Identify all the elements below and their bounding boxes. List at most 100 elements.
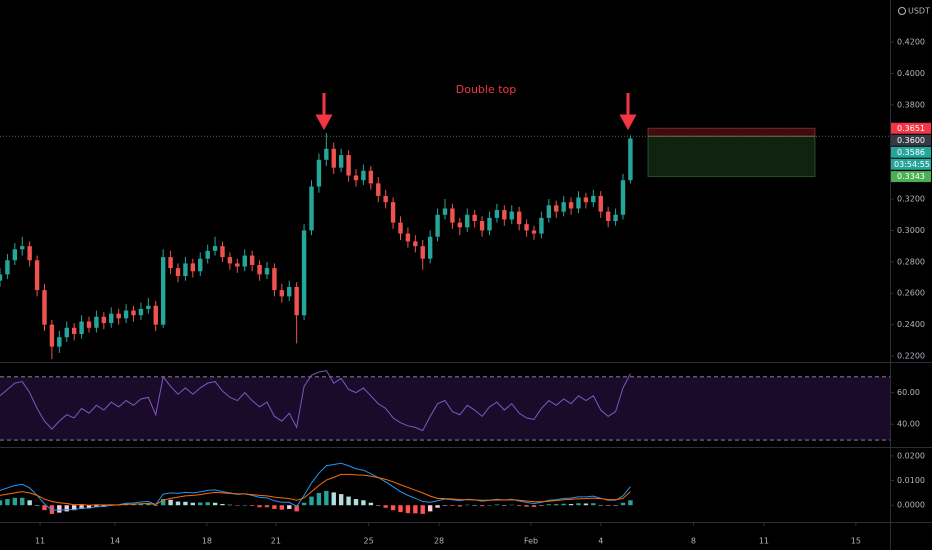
candle-body: [435, 214, 440, 237]
rsi-band: [0, 376, 890, 441]
candle-body: [190, 263, 196, 272]
candle-body: [94, 316, 99, 328]
macd-histogram-bar: [413, 505, 418, 514]
candle-body: [175, 268, 181, 276]
macd-histogram-bar: [42, 505, 47, 511]
candle-body: [450, 208, 455, 223]
candle-body: [331, 148, 336, 168]
macd-histogram-bar: [153, 505, 158, 506]
candle-body: [0, 274, 3, 281]
candle-body: [79, 321, 84, 335]
candle-body: [442, 208, 448, 215]
macd-histogram-bar: [235, 505, 240, 506]
candle-body: [509, 211, 514, 220]
candle-body: [487, 217, 492, 231]
y-tick-label: 0.0200: [897, 451, 925, 460]
macd-histogram-bar: [546, 504, 552, 506]
y-tick-label: 0.2400: [897, 320, 925, 329]
candle-body: [494, 210, 500, 218]
macd-histogram-bar: [479, 505, 485, 507]
y-tick-label: 0.3200: [897, 195, 925, 204]
price-tag-label: 0.3343: [897, 172, 925, 181]
y-tick-label: 0.0100: [897, 476, 925, 485]
candle-body: [583, 197, 589, 203]
y-tick-label: 0.3800: [897, 100, 925, 109]
macd-histogram-bar: [138, 503, 144, 506]
y-tick-label: 60.00: [897, 388, 920, 397]
candle-body: [146, 305, 151, 309]
macd-histogram-bar: [591, 503, 596, 506]
macd-histogram-bar: [146, 503, 151, 506]
candle-body: [57, 337, 62, 347]
candle-body: [539, 217, 544, 234]
candle-body: [524, 224, 529, 231]
candle-body: [264, 268, 270, 275]
countdown-tag: [891, 158, 931, 170]
signal-line: [0, 473, 631, 506]
macd-histogram-bar: [168, 499, 173, 506]
macd-histogram-bar: [361, 500, 366, 506]
candle-body: [420, 246, 425, 259]
candle-body: [427, 236, 433, 259]
candle-body: [86, 321, 92, 328]
price-tag: [891, 134, 931, 146]
candle-body: [620, 180, 626, 215]
macd-histogram-bar: [86, 505, 92, 509]
candle-body: [272, 268, 277, 291]
currency[interactable]: USDT: [908, 7, 930, 16]
candle-body: [546, 205, 552, 218]
candle-body: [628, 138, 633, 181]
macd-histogram-bar: [316, 492, 322, 506]
macd-histogram-bar: [27, 500, 32, 506]
y-tick-label: 0.2200: [897, 352, 925, 361]
x-tick-label: 11: [759, 537, 769, 546]
macd-histogram-bar: [465, 504, 470, 506]
candle-body: [316, 159, 322, 187]
x-tick-label: 25: [364, 537, 374, 546]
candle-body: [472, 214, 477, 222]
macd-histogram-bar: [502, 505, 507, 506]
macd-line: [0, 462, 631, 511]
candle-body: [613, 214, 618, 222]
candle-body: [205, 250, 210, 259]
x-tick-label: Feb: [524, 537, 538, 546]
macd-histogram-bar: [249, 505, 255, 506]
x-tick-label: 18: [202, 537, 212, 546]
candle-body: [376, 183, 381, 196]
macd-histogram-bar: [205, 502, 210, 506]
x-tick-label: 11: [35, 537, 45, 546]
macd-histogram-bar: [613, 505, 618, 506]
currency-icon: [898, 7, 906, 15]
candle-body: [346, 155, 351, 176]
candle-body: [160, 257, 166, 325]
macd-histogram-bar: [539, 505, 544, 506]
annotation: Double top: [456, 83, 517, 96]
candle-body: [301, 230, 307, 316]
candle-body: [413, 241, 418, 247]
candle-body: [568, 202, 574, 209]
macd-histogram-bar: [279, 505, 285, 510]
candle-body: [123, 310, 129, 319]
macd-histogram-bar: [198, 502, 203, 506]
macd-histogram-bar: [175, 501, 181, 506]
macd-histogram-bar: [34, 505, 40, 506]
candle-body: [361, 170, 366, 181]
macd-histogram-bar: [264, 505, 270, 508]
macd-histogram-bar: [324, 490, 329, 506]
candle-body: [20, 246, 25, 250]
macd-histogram-bar: [272, 505, 277, 509]
macd-histogram-bar: [383, 505, 388, 508]
macd-histogram-bar: [301, 502, 307, 506]
macd-histogram-bar: [79, 505, 84, 509]
x-tick-label: 4: [598, 537, 603, 546]
macd-histogram-bar: [427, 505, 433, 512]
candle-body: [249, 255, 255, 265]
candle-body: [287, 286, 292, 297]
macd-histogram-bar: [450, 505, 455, 506]
macd-histogram-bar: [531, 505, 537, 507]
macd-histogram-bar: [227, 504, 233, 506]
macd-histogram-bar: [576, 503, 581, 506]
macd-histogram-bar: [405, 505, 411, 514]
y-tick-label: 0.2800: [897, 257, 925, 266]
